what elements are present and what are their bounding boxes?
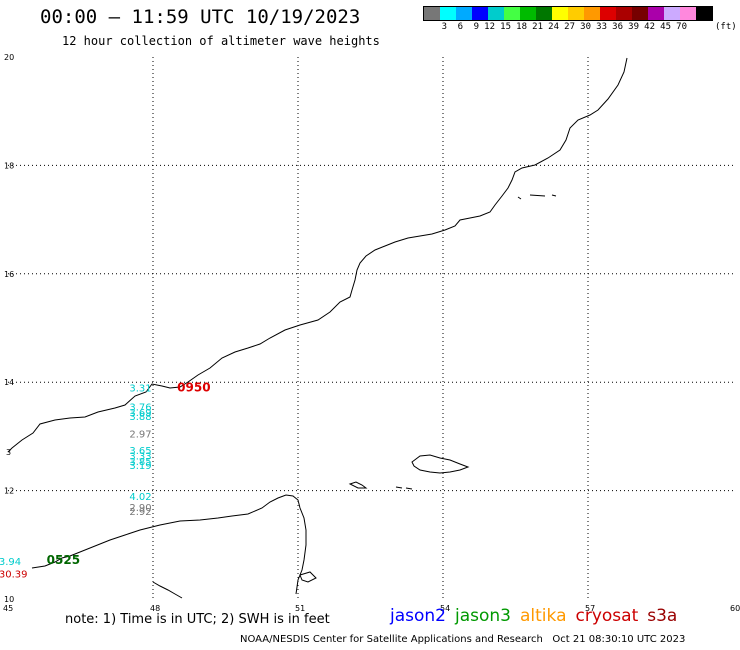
legend-swatch <box>424 7 440 20</box>
wave-height-value: 3.19 <box>129 461 151 472</box>
wave-height-value: 3.88 <box>129 412 151 423</box>
coastline-segment <box>299 571 317 583</box>
latitude-label: 12 <box>4 487 14 496</box>
legend-swatch <box>632 7 648 20</box>
longitude-label: 51 <box>295 604 305 613</box>
legend-tick-label: 45 <box>660 22 671 32</box>
wave-height-value: 3.31 <box>129 384 151 395</box>
longitude-label: 45 <box>3 604 13 613</box>
legend-tick-label: 39 <box>628 22 639 32</box>
coastline-segment <box>31 494 307 595</box>
legend-unit: (ft) <box>715 22 737 32</box>
wave-height-value: 3.65 <box>129 446 151 457</box>
legend-swatch <box>584 7 600 20</box>
legend-swatch <box>552 7 568 20</box>
pass-time-label: 0525 <box>47 553 80 567</box>
coastline-segment <box>405 487 413 490</box>
legend-swatch <box>472 7 488 20</box>
legend-swatch <box>664 7 680 20</box>
coastline-segment <box>7 57 628 453</box>
axis-labels: 45 48 51 54 57 60 20 18 16 14 12 10 3 <box>3 53 740 613</box>
legend-swatch <box>696 7 712 20</box>
legend-tick-label: 9 <box>473 22 479 32</box>
legend-tick-label: 15 <box>500 22 511 32</box>
coastline <box>7 57 628 599</box>
wave-height-value: 3.76 <box>129 403 151 414</box>
coastline-segment <box>348 481 368 489</box>
longitude-label: 54 <box>440 604 450 613</box>
footer-note: note: 1) Time is in UTC; 2) SWH is in fe… <box>65 612 330 627</box>
legend-tick-label: 33 <box>596 22 607 32</box>
map-subtitle: 12 hour collection of altimeter wave hei… <box>62 34 380 48</box>
longitude-label: 60 <box>730 604 740 613</box>
satellite-legend: jason2 jason3 altika cryosat s3a <box>390 606 686 626</box>
wave-height-value: 3.33 <box>129 451 151 462</box>
longitude-label: 57 <box>585 604 595 613</box>
pass-time-label: 0950 <box>177 381 210 395</box>
longitude-label: 48 <box>150 604 160 613</box>
coastline-segment <box>152 581 183 599</box>
legend-tick-label: 70 <box>676 22 687 32</box>
latitude-label: 14 <box>4 378 14 387</box>
latitude-label: 10 <box>4 595 14 604</box>
legend-tick-label: 42 <box>644 22 655 32</box>
footer-credit: NOAA/NESDIS Center for Satellite Applica… <box>240 634 686 645</box>
satellite-name: altika <box>520 606 567 626</box>
coastline-segment <box>551 194 557 197</box>
wave-height-value: 3.94 <box>0 557 21 568</box>
legend-tick-label: 27 <box>564 22 575 32</box>
legend-swatch <box>680 7 696 20</box>
wave-height-value: 2.92 <box>129 507 151 518</box>
legend-tick-label: 30 <box>580 22 591 32</box>
wave-height-value: 4.02 <box>129 492 151 503</box>
coastline-segment <box>395 486 403 489</box>
coastline-segment <box>529 194 546 197</box>
legend-swatch <box>536 7 552 20</box>
legend-swatch <box>440 7 456 20</box>
legend-tick-label: 24 <box>548 22 559 32</box>
legend-tick-label: 3 <box>441 22 447 32</box>
satellite-name: cryosat <box>575 606 639 626</box>
satellite-name: s3a <box>647 606 678 626</box>
wave-height-value: 3.85 <box>129 457 151 468</box>
latitude-label: 18 <box>4 161 14 170</box>
lat-lon-grid <box>8 57 733 599</box>
legend-swatch <box>456 7 472 20</box>
satellite-name: jason2 <box>390 606 446 626</box>
wave-observations: 3.31 3.763.693.88 2.97 3.653.333.853.19 4.02… <box>0 381 211 581</box>
latitude-label: 16 <box>4 270 14 279</box>
map-title: 00:00 – 11:59 UTC 10/19/2023 <box>40 6 361 28</box>
legend-tick-label: 21 <box>532 22 543 32</box>
wave-height-value: 3.69 <box>129 408 151 419</box>
legend-swatch <box>648 7 664 20</box>
legend-swatch <box>520 7 536 20</box>
legend-tick-label: 6 <box>457 22 463 32</box>
legend-swatch <box>504 7 520 20</box>
wave-height-color-legend <box>423 6 713 21</box>
satellite-name: jason3 <box>455 606 511 626</box>
coastline-segment <box>411 454 470 474</box>
legend-swatch <box>568 7 584 20</box>
wave-height-value: 2.97 <box>129 430 151 441</box>
latitude-label: 20 <box>4 53 14 62</box>
legend-tick-label: 36 <box>612 22 623 32</box>
legend-swatch <box>488 7 504 20</box>
legend-swatch <box>600 7 616 20</box>
coastline-segment <box>517 196 522 200</box>
coast-edge-label: 3 <box>6 448 11 457</box>
legend-swatch <box>616 7 632 20</box>
legend-tick-label: 18 <box>516 22 527 32</box>
legend-tick-label: 12 <box>484 22 495 32</box>
wave-height-value: 2.90 <box>129 503 151 514</box>
wave-height-value: 30.39 <box>0 570 27 581</box>
